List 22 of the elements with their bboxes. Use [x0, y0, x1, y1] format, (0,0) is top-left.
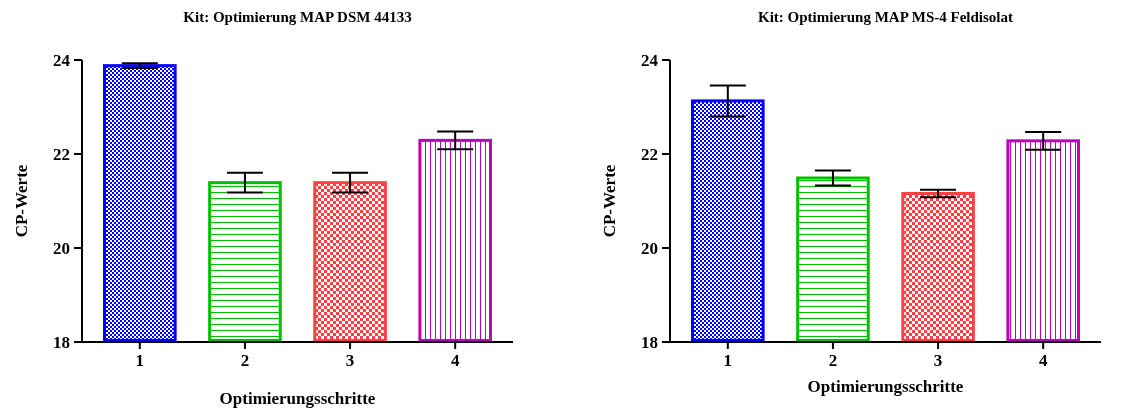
y-tick-label: 20 [53, 238, 70, 258]
y-tick-label: 24 [641, 50, 659, 70]
x-tick-label: 1 [135, 351, 145, 370]
x-tick-label: 3 [345, 351, 355, 370]
y-tick-label: 22 [53, 144, 70, 164]
y-tick-label: 24 [53, 50, 71, 70]
y-tick-label: 18 [641, 332, 658, 352]
x-tick-label: 2 [240, 351, 250, 370]
y-tick-label: 22 [641, 144, 658, 164]
y-axis-title: CP-Werte [600, 164, 619, 238]
y-tick-label: 18 [53, 332, 70, 352]
x-tick-label: 4 [1038, 351, 1048, 370]
chart-title: Kit: Optimierung MAP DSM 44133 [183, 9, 412, 25]
chart-title: Kit: Optimierung MAP MS-4 Feldisolat [758, 9, 1013, 25]
x-tick-label: 1 [723, 351, 733, 370]
y-tick-label: 20 [641, 238, 658, 258]
x-tick-label: 4 [450, 351, 460, 370]
x-axis-title: Optimierungsschritte [807, 377, 964, 396]
x-tick-label: 2 [828, 351, 838, 370]
x-axis-title: Optimierungsschritte [219, 389, 376, 408]
x-tick-label: 3 [933, 351, 943, 370]
y-axis-title: CP-Werte [12, 164, 31, 238]
